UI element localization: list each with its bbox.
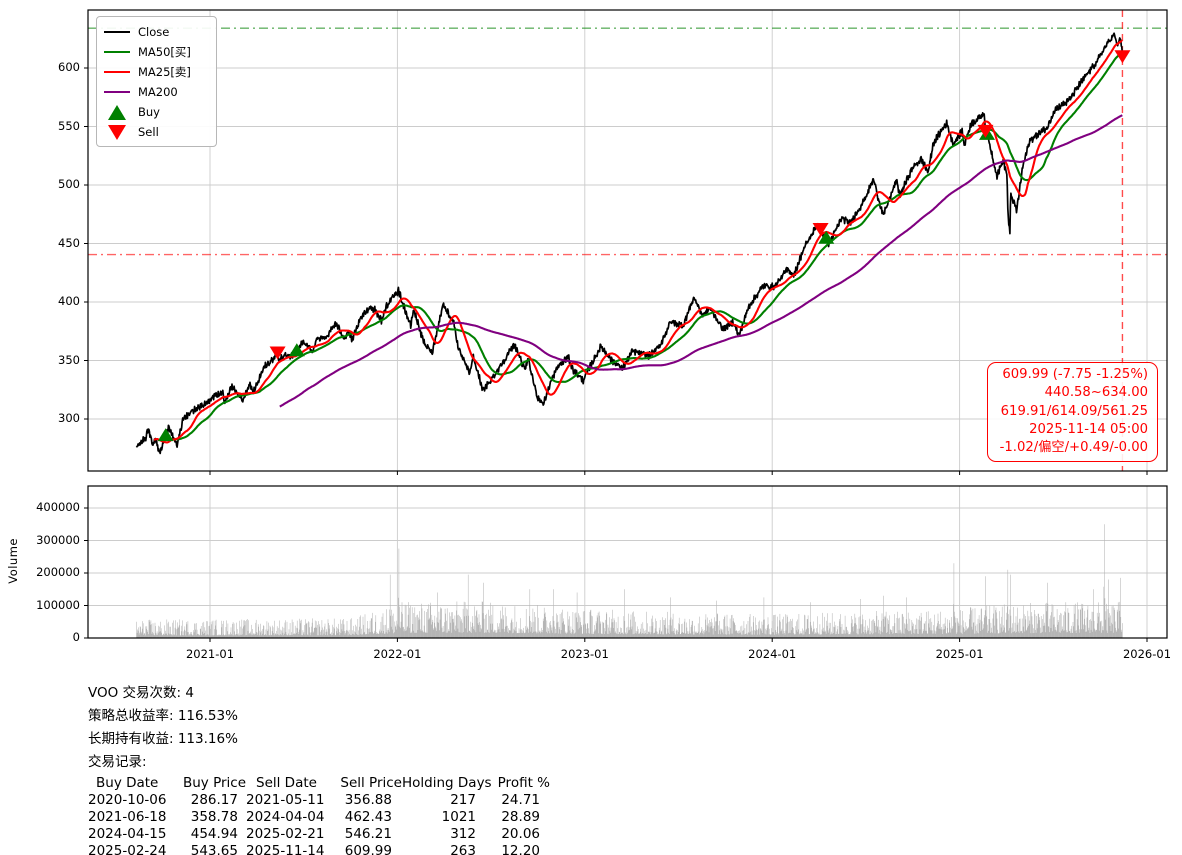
date-tick-label: 2023-01 (560, 647, 609, 661)
annotation-line: 619.91/614.09/561.25 (1000, 403, 1148, 419)
legend: Close MA50[买] MA25[卖] MA200 Buy Sell (96, 16, 217, 147)
summary-line: 长期持有收益: 113.16% (88, 731, 238, 747)
table-cell: 20.06 (501, 826, 540, 842)
price-tick-label: 500 (58, 177, 80, 191)
price-tick-label: 400 (58, 294, 80, 308)
table-cell: 454.94 (190, 826, 238, 842)
legend-label: MA50[买] (138, 45, 191, 59)
price-tick-label: 300 (58, 411, 80, 425)
price-tick-label: 350 (58, 352, 80, 367)
table-cell: 609.99 (344, 843, 392, 855)
table-cell: 2024-04-15 (88, 826, 167, 842)
legend-line-swatch (104, 30, 130, 34)
sell-marker (977, 124, 994, 138)
table-cell: 2021-05-11 (246, 792, 325, 808)
table-cell: 2025-11-14 (246, 843, 325, 855)
table-cell: 1021 (441, 809, 476, 825)
price-tick-label: 450 (58, 235, 80, 250)
table-cell: Sell Price (340, 775, 402, 791)
table-cell: 312 (450, 826, 476, 842)
table-cell: 2021-06-18 (88, 809, 167, 825)
table-cell: 2020-10-06 (88, 792, 167, 808)
legend-line-swatch (104, 70, 130, 74)
last-price-annotation-box: 609.99 (-7.75 -1.25%) 440.58~634.00 619.91… (986, 362, 1158, 463)
table-cell: Holding Days (402, 775, 492, 791)
legend-label: Sell (138, 125, 159, 139)
strategy-stats: VOO 交易次数: 4 策略总收益率: 116.53% 长期持有收益: 113.16… (88, 682, 550, 855)
table-cell: 12.20 (501, 843, 540, 855)
legend-item-sell: Sell (104, 122, 210, 142)
volume-tick-label: 200000 (36, 565, 80, 579)
summary-line: 交易记录: (88, 754, 147, 770)
table-cell: Buy Price (182, 775, 246, 791)
sell-marker (1114, 50, 1131, 64)
buy-marker (818, 230, 835, 244)
strategy-summary: VOO 交易次数: 4 策略总收益率: 116.53% 长期持有收益: 113.16… (88, 682, 550, 774)
summary-line: 策略总收益率: 116.53% (88, 708, 238, 724)
legend-label: Buy (138, 105, 160, 119)
table-cell: 2025-02-21 (246, 826, 325, 842)
annotation-line: 609.99 (-7.75 -1.25%) (1002, 367, 1148, 382)
legend-item-buy: Buy (104, 102, 210, 122)
sell-marker (812, 222, 829, 236)
volume-tick-label: 300000 (36, 532, 80, 547)
annotation-line: -1.02/偏空/+0.49/-0.00 (999, 440, 1148, 456)
table-header-row: Buy Date Buy Price Sell Date Sell Price Hold… (88, 775, 550, 792)
table-cell: Sell Date (256, 775, 317, 791)
table-row: 2021-06-18 358.78 2024-04-04 462.43 1021 28.8… (88, 809, 550, 826)
legend-label: Close (138, 25, 170, 39)
buy-marker (288, 343, 305, 357)
volume-tick-label: 100000 (36, 597, 80, 612)
table-cell: 543.65 (190, 843, 238, 855)
date-tick-label: 2025-01 (935, 647, 984, 661)
table-row: 2025-02-24 543.65 2025-11-14 609.99 263 12.20 (88, 843, 550, 855)
ma200-line (279, 114, 1123, 408)
table-cell: 24.71 (501, 792, 540, 808)
legend-label: MA25[卖] (138, 65, 191, 79)
table-cell: 286.17 (190, 792, 238, 808)
price-tick-label: 550 (58, 118, 80, 133)
price-tick-label: 600 (58, 60, 80, 74)
annotation-line: 2025-11-14 05:00 (1029, 421, 1148, 437)
summary-line: VOO 交易次数: 4 (88, 685, 194, 701)
volume-bars (136, 524, 1123, 638)
date-tick-label: 2022-01 (373, 647, 422, 661)
table-cell: 263 (450, 843, 476, 855)
table-cell: 2025-02-24 (88, 843, 167, 855)
annotation-line: 440.58~634.00 (1044, 385, 1148, 401)
volume-tick-label: 400000 (36, 500, 80, 514)
ma25-line (153, 40, 1123, 444)
table-cell: 358.78 (190, 809, 238, 825)
table-row: 2020-10-06 286.17 2021-05-11 356.88 217 24.71 (88, 792, 550, 809)
date-tick-label: 2021-01 (185, 647, 235, 661)
table-cell: 28.89 (501, 809, 540, 825)
buy-marker (157, 428, 174, 442)
legend-item-ma50: MA50[买] (104, 42, 210, 62)
table-cell: 356.88 (344, 792, 392, 808)
legend-item-close: Close (104, 22, 210, 42)
legend-line-swatch (104, 50, 130, 54)
table-cell: 217 (450, 792, 476, 808)
sell-marker (269, 346, 286, 360)
table-cell: 2024-04-04 (246, 809, 325, 825)
legend-label: MA200 (138, 85, 178, 99)
sell-triangle-icon (104, 124, 130, 140)
legend-item-ma200: MA200 (104, 82, 210, 102)
table-cell: Buy Date (96, 775, 159, 791)
ma50-line (171, 50, 1123, 441)
trade-table: Buy Date Buy Price Sell Date Sell Price Hold… (88, 775, 550, 855)
legend-line-swatch (104, 90, 130, 94)
volume-tick-label: 0 (72, 630, 80, 644)
table-cell: 462.43 (344, 809, 392, 825)
legend-item-ma25: MA25[卖] (104, 62, 210, 82)
date-tick-label: 2024-01 (748, 647, 797, 661)
volume-axis-label: Volume (6, 538, 20, 584)
buy-triangle-icon (104, 104, 130, 120)
table-cell: 546.21 (344, 826, 392, 842)
table-cell: Profit % (497, 775, 550, 791)
table-row: 2024-04-15 454.94 2025-02-21 546.21 312 20.06 (88, 826, 550, 843)
date-tick-label: 2026-01 (1122, 647, 1172, 661)
